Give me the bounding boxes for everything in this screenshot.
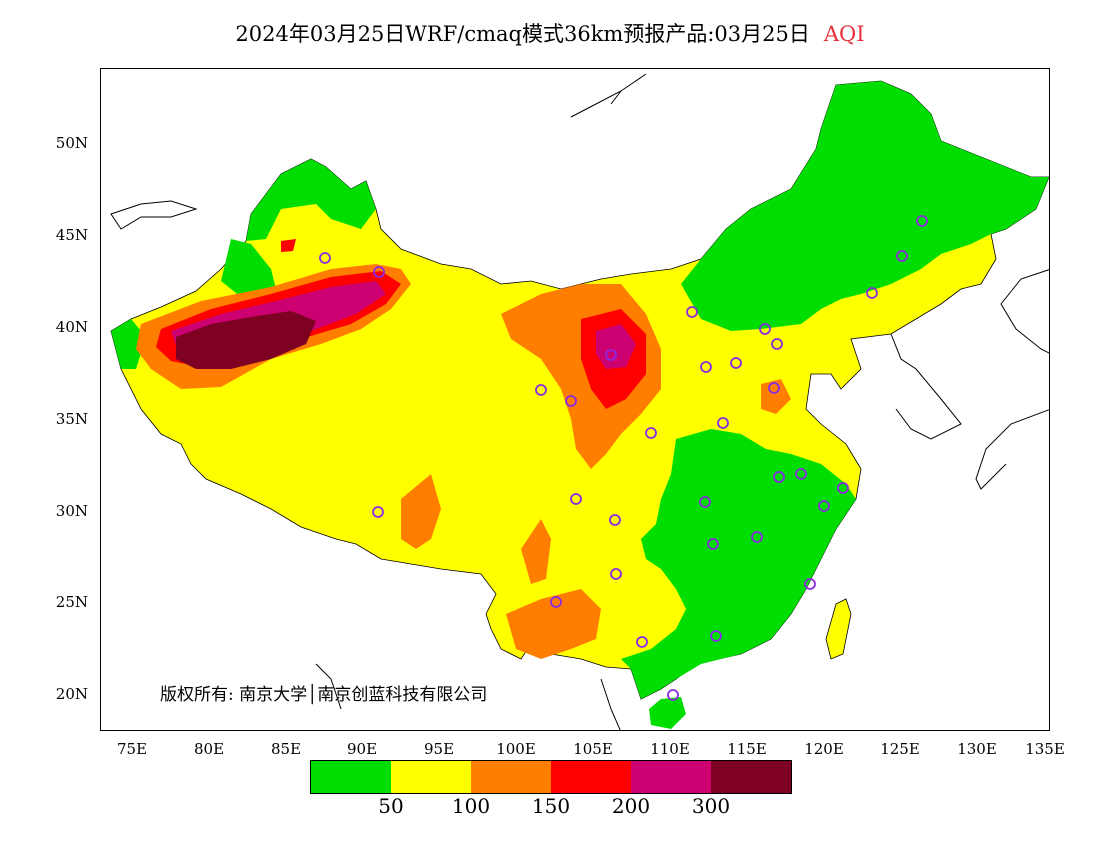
copyright-text: 版权所有: 南京大学│南京创蓝科技有限公司 [160,685,488,705]
station-marker [771,338,783,350]
station-marker [605,349,617,361]
coastline-russia [570,73,647,118]
colorbar-swatch [471,761,551,793]
station-marker [535,384,547,396]
station-marker [699,496,711,508]
green-south [621,429,856,699]
colorbar-swatch [391,761,471,793]
colorbar-label: 100 [451,794,491,818]
coastline-japan [975,269,1049,490]
green-west-tip [111,319,146,369]
colorbar-label: 50 [378,794,404,818]
x-tick-label: 125E [880,740,920,758]
station-marker [372,506,384,518]
y-tick-label: 45N [55,226,88,244]
station-marker [645,427,657,439]
coastline-kazakh-lake [110,200,198,230]
station-marker [916,215,928,227]
station-marker [751,531,763,543]
maroon-taklimakan [176,311,316,369]
station-marker [795,468,807,480]
green-northeast [681,81,1049,331]
coastline-korea [890,333,962,440]
station-marker [896,250,908,262]
x-tick-label: 80E [193,740,225,758]
y-tick-label: 20N [55,685,88,703]
y-tick-label: 25N [55,593,88,611]
x-tick-label: 120E [804,740,844,758]
title-variable: AQI [823,22,865,46]
station-marker [686,306,698,318]
orange-yunnan [506,589,601,659]
coastline-vietnam [315,663,621,730]
station-markers [319,215,928,701]
x-tick-label: 100E [496,740,536,758]
x-tick-label: 135E [1025,740,1065,758]
y-tick-label: 50N [55,134,88,152]
station-marker [570,493,582,505]
station-marker [717,417,729,429]
colorbar-swatch [711,761,791,793]
x-tick-label: 75E [116,740,148,758]
station-marker [609,514,621,526]
map-title: 2024年03月25日WRF/cmaq模式36km预报产品:03月25日 AQI [0,18,1100,48]
station-marker [700,361,712,373]
station-marker [565,395,577,407]
station-marker [759,323,771,335]
x-tick-label: 95E [423,740,455,758]
station-marker [818,500,830,512]
station-marker [707,538,719,550]
station-marker [837,482,849,494]
x-tick-label: 90E [346,740,378,758]
station-marker [667,689,679,701]
colorbar-label: 300 [691,794,731,818]
station-marker [804,578,816,590]
x-tick-label: 130E [957,740,997,758]
station-marker [773,471,785,483]
x-tick-label: 85E [270,740,302,758]
title-main: 2024年03月25日WRF/cmaq模式36km预报产品:03月25日 [235,22,810,46]
y-tick-label: 35N [55,410,88,428]
colorbar-swatch [551,761,631,793]
station-marker [768,382,780,394]
colorbar-swatch [311,761,391,793]
y-tick-label: 40N [55,318,88,336]
x-tick-label: 105E [573,740,613,758]
station-marker [710,630,722,642]
station-marker [550,596,562,608]
colorbar-label: 200 [611,794,651,818]
x-tick-label: 110E [650,740,690,758]
station-marker [373,266,385,278]
yellow-taiwan [825,598,852,660]
station-marker [866,287,878,299]
red-spot [281,239,296,252]
green-hainan [649,697,686,729]
map-frame [100,68,1050,731]
station-marker [319,252,331,264]
station-marker [730,357,742,369]
colorbar [310,760,792,794]
station-marker [610,568,622,580]
colorbar-label: 150 [531,794,571,818]
x-tick-label: 115E [727,740,767,758]
orange-sichuan [521,519,551,584]
green-north-xinjiang [221,239,276,297]
colorbar-swatch [631,761,711,793]
green-northwest [246,159,376,241]
station-marker [636,636,648,648]
y-tick-label: 30N [55,502,88,520]
orange-tibet-south [401,474,441,549]
aqi-map [110,73,1049,730]
